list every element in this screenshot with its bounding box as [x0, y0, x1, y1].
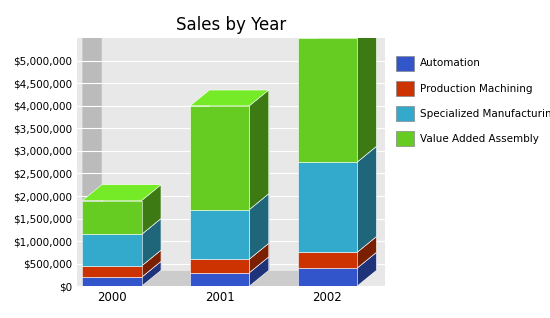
Polygon shape — [190, 90, 269, 106]
Polygon shape — [249, 257, 269, 286]
Polygon shape — [357, 22, 376, 162]
Bar — [190, 106, 249, 210]
Polygon shape — [298, 252, 376, 268]
Polygon shape — [82, 18, 102, 286]
Polygon shape — [249, 243, 269, 273]
Polygon shape — [190, 243, 269, 259]
Polygon shape — [190, 194, 269, 210]
Bar — [82, 277, 141, 286]
Polygon shape — [249, 90, 269, 210]
Bar — [210, 243, 269, 257]
Bar — [102, 261, 161, 270]
Polygon shape — [298, 146, 376, 162]
Polygon shape — [141, 218, 161, 266]
Bar — [102, 250, 161, 261]
Bar — [317, 146, 376, 237]
Polygon shape — [82, 270, 376, 286]
Bar — [298, 38, 357, 162]
Bar — [317, 22, 376, 146]
Bar — [298, 268, 357, 286]
Bar — [298, 252, 357, 268]
Bar — [298, 162, 357, 252]
Polygon shape — [141, 185, 161, 234]
Bar — [102, 218, 161, 250]
Legend: Automation, Production Machining, Specialized Manufacturing, Value Added Assembl: Automation, Production Machining, Specia… — [395, 56, 550, 146]
Polygon shape — [82, 250, 161, 266]
Bar — [317, 237, 376, 252]
Bar — [210, 257, 269, 270]
Bar — [190, 210, 249, 259]
Bar — [210, 194, 269, 243]
Bar — [190, 273, 249, 286]
Bar — [82, 234, 141, 266]
Polygon shape — [82, 185, 161, 201]
Bar — [102, 185, 161, 218]
Polygon shape — [298, 237, 376, 252]
Polygon shape — [357, 237, 376, 268]
Polygon shape — [249, 194, 269, 259]
Polygon shape — [190, 257, 269, 273]
Bar — [190, 259, 249, 273]
Polygon shape — [298, 22, 376, 38]
Polygon shape — [141, 250, 161, 277]
Polygon shape — [357, 252, 376, 286]
Bar — [82, 266, 141, 277]
Polygon shape — [82, 218, 161, 234]
Title: Sales by Year: Sales by Year — [176, 16, 286, 34]
Bar — [82, 201, 141, 234]
Polygon shape — [357, 146, 376, 252]
Polygon shape — [141, 261, 161, 286]
Bar — [317, 252, 376, 270]
Polygon shape — [82, 261, 161, 277]
Bar — [210, 90, 269, 194]
